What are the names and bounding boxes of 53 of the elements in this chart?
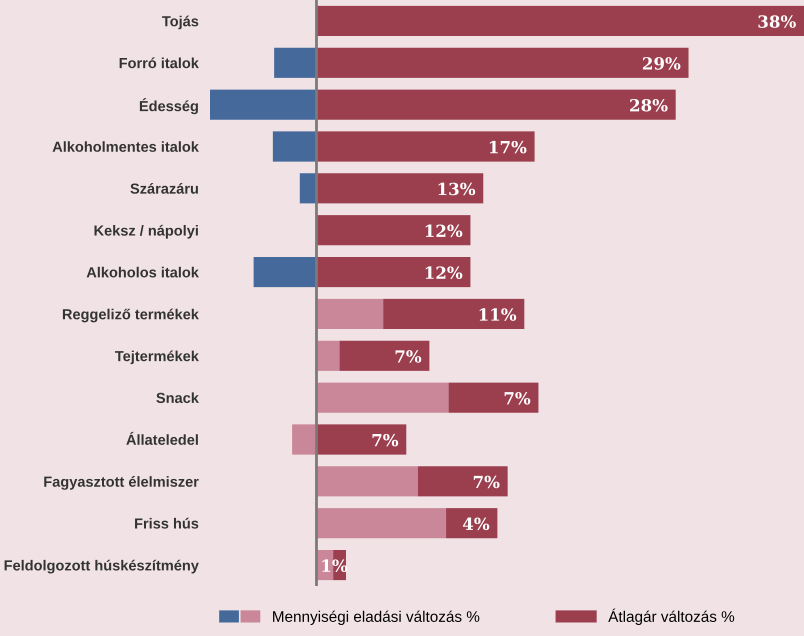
data-label: 7% (504, 392, 530, 405)
bar (316, 6, 804, 36)
data-label: 13% (438, 182, 476, 196)
bar (272, 131, 316, 162)
bar (316, 508, 446, 538)
data-label: 12% (426, 266, 462, 279)
bar (254, 257, 316, 288)
y-tick-label: Alkoholos italok (86, 266, 199, 278)
bar (383, 298, 524, 329)
bar (316, 215, 470, 246)
data-label: 17% (490, 140, 526, 154)
bar (316, 382, 449, 413)
bar (316, 424, 406, 455)
y-tick-label: Forró italok (120, 57, 199, 68)
data-label: 7% (372, 434, 398, 446)
y-tick-label: Fagyasztott élelmiszer (44, 476, 199, 490)
y-tick-label: Keksz / nápolyi (94, 224, 198, 239)
data-label: 38% (758, 15, 796, 28)
bar (274, 48, 316, 78)
y-tick-label: Állateledel (126, 432, 198, 445)
bar (340, 340, 430, 371)
y-tick-label: Alkoholmentes italok (52, 141, 199, 152)
bar (418, 466, 508, 496)
legend-label: Átlagár változás % (608, 608, 734, 625)
data-label: 28% (630, 98, 668, 112)
y-tick-label: Édesség (140, 98, 198, 114)
y-tick-label: Reggeliző termékek (62, 308, 199, 322)
bar (316, 298, 384, 329)
bar (316, 466, 418, 496)
data-label: 7% (474, 476, 500, 488)
data-label: 12% (426, 224, 462, 238)
y-tick-label: Feldolgozott húskészítmény (4, 560, 199, 574)
bar (300, 173, 316, 204)
bar (316, 257, 470, 288)
bar (316, 48, 689, 78)
bar (210, 90, 316, 120)
bar (292, 424, 316, 455)
data-label: 7% (396, 350, 422, 363)
data-label: 4% (462, 518, 490, 530)
bar (316, 340, 340, 371)
bar (316, 173, 484, 204)
y-tick-label: Tojás (162, 16, 198, 30)
legend-label: Mennyiségi eladási változás % (273, 610, 480, 625)
bar (316, 131, 535, 162)
y-tick-label: Friss hús (135, 518, 198, 529)
y-tick-label: Tejtermékek (115, 350, 199, 364)
bar (448, 382, 538, 413)
y-tick-label: Szárazáru (130, 182, 198, 194)
y-tick-label: Snack (156, 392, 199, 404)
bar (446, 508, 498, 538)
data-label: 29% (642, 57, 680, 70)
bar (316, 90, 676, 120)
data-label: 11% (480, 308, 516, 321)
